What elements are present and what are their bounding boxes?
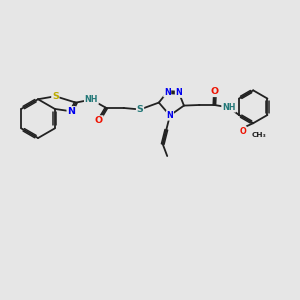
- Text: S: S: [137, 105, 143, 114]
- Text: NH: NH: [222, 103, 236, 112]
- Text: CH₃: CH₃: [252, 132, 267, 138]
- Text: O: O: [239, 127, 246, 136]
- Text: NH: NH: [85, 95, 98, 104]
- Text: O: O: [211, 87, 219, 96]
- Text: S: S: [52, 92, 59, 101]
- Text: N: N: [167, 111, 173, 120]
- Text: N: N: [67, 107, 75, 116]
- Text: O: O: [95, 116, 103, 125]
- Text: N: N: [164, 88, 171, 97]
- Text: N: N: [176, 88, 182, 97]
